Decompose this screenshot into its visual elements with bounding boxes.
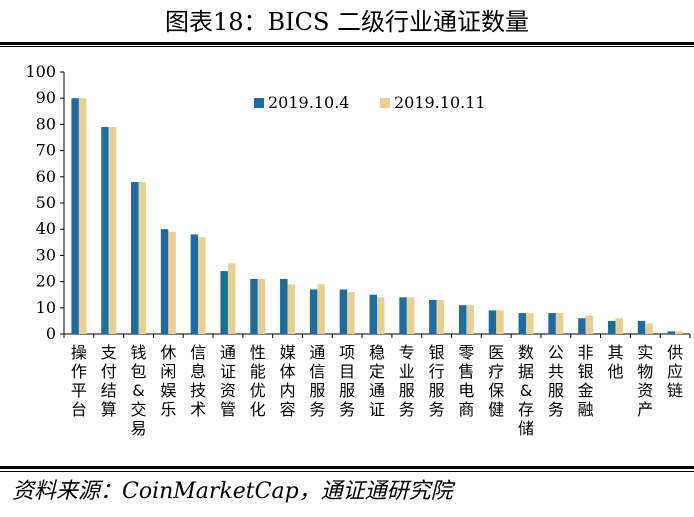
title-rule-thin: [0, 46, 694, 47]
y-tick-label: 50: [36, 193, 56, 212]
y-tick-label: 10: [36, 298, 56, 317]
category-label: 媒体内容: [280, 343, 296, 419]
y-tick-label: 40: [36, 219, 56, 238]
bar-series1: [190, 234, 199, 334]
bar-series1: [607, 320, 616, 334]
bar-series1: [131, 182, 139, 334]
bar-series2: [496, 310, 504, 334]
legend-swatch: [254, 98, 264, 108]
category-label: 实物资产: [637, 343, 653, 419]
footer-rule-thin: [0, 471, 694, 472]
bar-series2: [526, 313, 534, 334]
legend-label: 2019.10.4: [268, 93, 349, 112]
category-labels: 操作平台支付结算钱包&交易休闲娱乐信息技术通证资管性能优化媒体内容通信服务项目服…: [71, 343, 683, 438]
footer-rule-thick: [0, 466, 694, 469]
category-label: 数据&存储: [518, 343, 534, 438]
category-label: 通信服务: [309, 343, 325, 419]
category-label: 信息技术: [190, 343, 206, 419]
axes: 0 10 20 30 40 50 60 70 80 90 100: [25, 62, 691, 343]
category-label: 稳定通证: [369, 343, 385, 419]
legend-label: 2019.10.11: [394, 93, 486, 112]
bar-series1: [309, 289, 318, 334]
category-label: 供应链: [667, 343, 683, 400]
y-tick-label: 90: [36, 88, 56, 107]
page-title: 图表18：BICS 二级行业通证数量: [164, 8, 530, 36]
category-label: 其他: [607, 343, 623, 381]
category-label: 项目服务: [339, 343, 355, 419]
legend: 2019.10.4 2019.10.11: [254, 93, 486, 112]
category-label: 专业服务: [399, 343, 415, 419]
bar-series2: [555, 313, 564, 334]
y-tick-label: 70: [36, 141, 56, 160]
bar-series1: [339, 289, 348, 334]
bars: [71, 98, 683, 335]
category-label: 休闲娱乐: [160, 343, 176, 419]
bar-series1: [250, 278, 258, 334]
bar-series2: [675, 331, 683, 334]
bar-series2: [585, 315, 594, 334]
bar-series1: [280, 278, 288, 334]
bar-series1: [548, 313, 556, 334]
bar-series1: [578, 318, 586, 334]
bar-series1: [518, 313, 527, 334]
y-tick-label: 100: [25, 62, 56, 81]
bar-series1: [160, 229, 169, 334]
bar-series2: [138, 182, 147, 334]
bar-series2: [287, 284, 296, 334]
category-label: 操作平台: [71, 343, 87, 419]
bar-chart: 0 10 20 30 40 50 60 70 80 90 100 操作平台支付结算钱包&交易休闲娱乐…: [25, 62, 691, 438]
bar-series2: [436, 299, 445, 334]
category-label: 性能优化: [250, 343, 266, 419]
bar-series1: [399, 297, 407, 334]
bar-series2: [168, 231, 176, 334]
category-label: 通证资管: [220, 343, 236, 419]
bar-series1: [458, 305, 467, 334]
bar-series1: [71, 98, 79, 334]
bar-series2: [78, 98, 87, 334]
bar-series2: [108, 127, 117, 335]
category-label: 公共服务: [548, 343, 564, 419]
category-label: 非银金融: [578, 343, 594, 419]
bar-series2: [198, 237, 206, 334]
bar-series1: [429, 299, 437, 334]
bar-series2: [347, 292, 355, 334]
y-tick-label: 60: [36, 167, 56, 186]
y-tick-label: 30: [36, 245, 56, 264]
bar-series1: [637, 320, 646, 334]
y-tick-label: 80: [36, 114, 56, 133]
category-label: 支付结算: [101, 343, 117, 419]
title-rule-thick: [0, 42, 694, 45]
bar-series1: [369, 294, 377, 334]
bar-series2: [615, 318, 623, 334]
legend-swatch: [380, 98, 390, 108]
y-tick-label: 20: [36, 272, 56, 291]
bar-series2: [645, 323, 653, 334]
bar-series1: [220, 271, 228, 334]
bar-series2: [227, 263, 236, 334]
category-label: 银行服务: [429, 343, 445, 419]
bar-series1: [488, 310, 497, 334]
category-label: 医疗保健: [488, 343, 504, 419]
bar-series1: [101, 127, 109, 335]
bar-series2: [466, 305, 474, 334]
bar-series2: [406, 297, 415, 334]
bar-series2: [257, 278, 266, 334]
category-label: 零售电商: [458, 343, 474, 419]
bar-series1: [667, 331, 676, 334]
category-label: 钱包&交易: [131, 343, 147, 438]
source-note: 资料来源：CoinMarketCap，通证通研究院: [12, 479, 453, 504]
bar-series2: [317, 284, 325, 334]
bar-series2: [377, 297, 385, 334]
y-tick-label: 0: [46, 324, 56, 343]
